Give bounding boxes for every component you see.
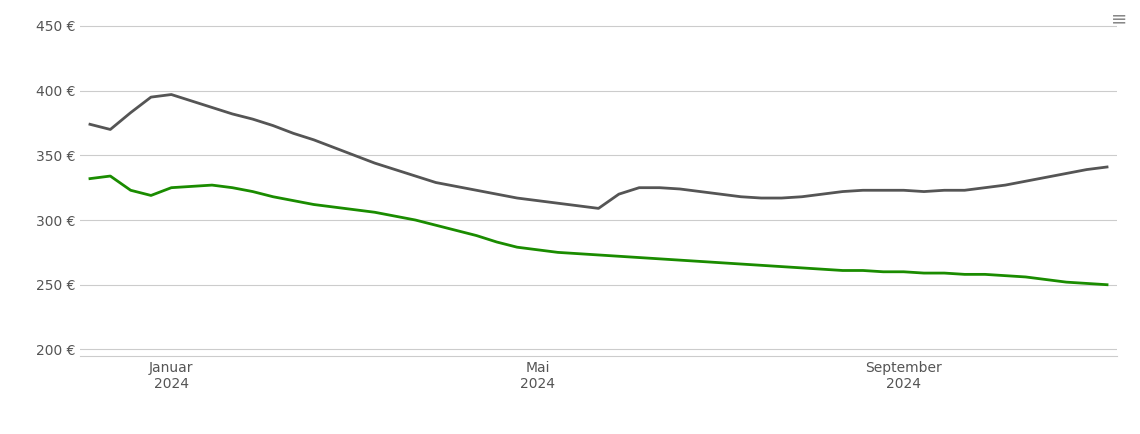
Text: ≡: ≡	[1112, 10, 1127, 29]
